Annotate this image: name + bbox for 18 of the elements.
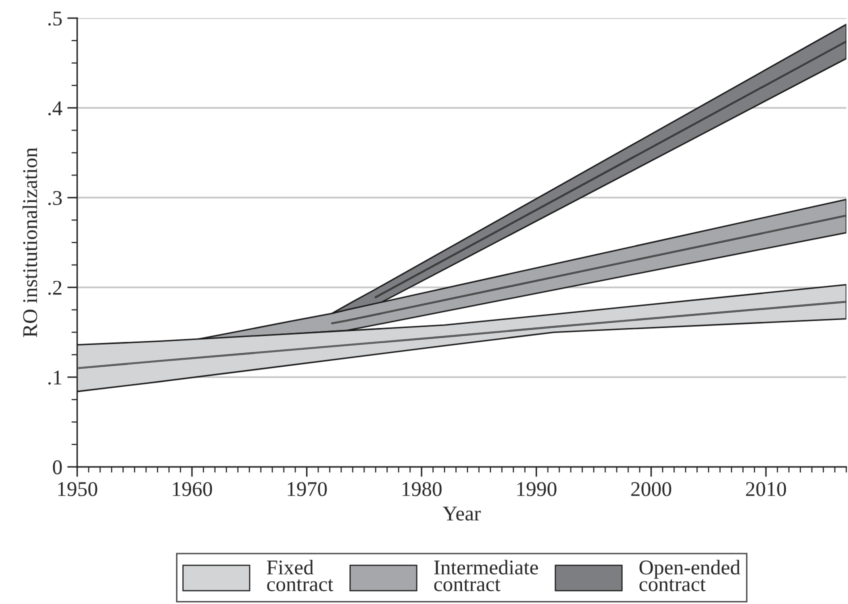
y-tick-label: .3 [48, 191, 62, 206]
legend-label: Fixed contract [266, 560, 334, 592]
legend-label: Intermediate contract [434, 560, 538, 592]
y-tick-label: .1 [48, 370, 62, 385]
x-axis-title: Year [442, 506, 481, 521]
y-tick-label: 0 [52, 460, 62, 474]
x-tick-label: 2000 [631, 482, 672, 496]
y-tick-label: .2 [48, 280, 62, 295]
y-tick-label: .5 [48, 12, 62, 26]
x-tick-label: 1990 [517, 482, 556, 496]
legend-label: Open-ended contract [639, 560, 740, 592]
x-tick-label: 1970 [288, 482, 327, 496]
x-tick-label: 2010 [746, 482, 786, 496]
x-tick-label: 1980 [402, 482, 442, 496]
y-axis-title: RO institutionalization [22, 148, 38, 338]
y-tick-label: .4 [48, 101, 62, 116]
x-tick-label: 1950 [58, 482, 98, 496]
x-tick-label: 1960 [172, 482, 212, 496]
